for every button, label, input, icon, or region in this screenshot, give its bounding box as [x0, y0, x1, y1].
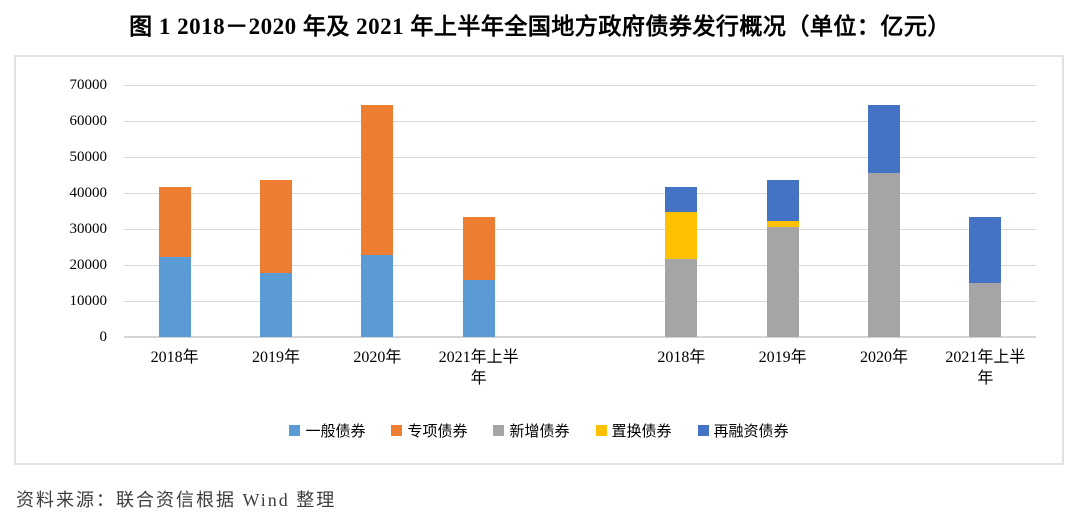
- legend-item-专项债券: 专项债券: [391, 420, 467, 441]
- bar-segment-再融资债券: [766, 179, 799, 222]
- bar-segment-新增债券: [969, 283, 1002, 337]
- bar-segment-一般债券: [158, 257, 191, 337]
- legend-item-新增债券: 新增债券: [493, 420, 570, 441]
- x-category-label: 2018年: [150, 349, 199, 366]
- bar-segment-再融资债券: [665, 186, 698, 213]
- bar-segment-再融资债券: [969, 216, 1002, 284]
- y-tick-label: 10000: [69, 293, 108, 309]
- x-category-label: 2020年: [859, 349, 908, 366]
- y-tick-label: 0: [99, 329, 108, 345]
- legend-swatch-icon: [493, 425, 505, 436]
- bar-segment-新增债券: [868, 173, 900, 337]
- chart-frame: 0 10000 20000 30000 40000 50000 60000 70000 2018…: [14, 55, 1064, 465]
- legend-swatch-icon: [391, 425, 403, 436]
- chart-legend: 一般债券 专项债券 新增债券 置换债券 再融资债券: [16, 420, 1062, 441]
- legend-label: 一般债券: [305, 424, 366, 440]
- legend-item-一般债券: 一般债券: [289, 420, 365, 441]
- chart-title: 图 1 2018－2020 年及 2021 年上半年全国地方政府债券发行概况（单…: [129, 14, 951, 39]
- x-axis-line: [124, 336, 1036, 338]
- source-note: 资料来源：联合资信根据 Wind 整理: [16, 490, 337, 510]
- legend-label: 新增债券: [509, 424, 570, 440]
- x-category-label: 2019年: [758, 349, 807, 366]
- bar-segment-专项债券: [158, 186, 191, 258]
- legend-label: 再融资债券: [713, 424, 789, 440]
- y-tick-label: 60000: [69, 113, 108, 129]
- legend-swatch-icon: [289, 425, 301, 436]
- gridline: [124, 228, 1036, 230]
- x-category-label: 2021年上半年: [438, 349, 519, 387]
- y-tick-label: 70000: [69, 77, 108, 93]
- legend-swatch-icon: [697, 425, 709, 436]
- gridline: [124, 192, 1036, 194]
- y-tick-label: 50000: [69, 149, 108, 165]
- legend-item-再融资债券: 再融资债券: [697, 420, 789, 441]
- bar-segment-新增债券: [665, 258, 698, 337]
- gridline: [124, 84, 1036, 86]
- gridline: [124, 264, 1036, 266]
- bar-segment-再融资债券: [868, 105, 900, 174]
- plot-area: 0 10000 20000 30000 40000 50000 60000 70000 2018…: [70, 77, 1036, 387]
- bar-segment-专项债券: [361, 105, 394, 255]
- bar-segment-新增债券: [766, 226, 799, 337]
- x-category-label: 2018年: [657, 349, 706, 366]
- y-tick-label: 20000: [69, 257, 108, 273]
- legend-label: 专项债券: [407, 424, 468, 440]
- gridline: [124, 300, 1036, 302]
- bar-segment-一般债券: [260, 272, 292, 337]
- legend-swatch-icon: [595, 425, 607, 436]
- bar-segment-一般债券: [361, 254, 394, 337]
- bar-segment-置换债券: [766, 221, 799, 227]
- y-tick-label: 40000: [69, 185, 108, 201]
- bar-segment-专项债券: [260, 179, 292, 273]
- x-category-label: 2019年: [251, 349, 300, 366]
- gridline: [124, 156, 1036, 158]
- bar-segment-一般债券: [462, 279, 495, 337]
- bar-segment-专项债券: [462, 216, 495, 280]
- legend-label: 置换债券: [611, 424, 672, 440]
- y-tick-label: 30000: [69, 221, 108, 237]
- legend-item-置换债券: 置换债券: [595, 420, 672, 441]
- x-category-label: 2020年: [353, 349, 402, 366]
- gridline: [124, 120, 1036, 122]
- bar-segment-置换债券: [665, 212, 698, 259]
- x-category-label: 2021年上半年: [945, 349, 1026, 387]
